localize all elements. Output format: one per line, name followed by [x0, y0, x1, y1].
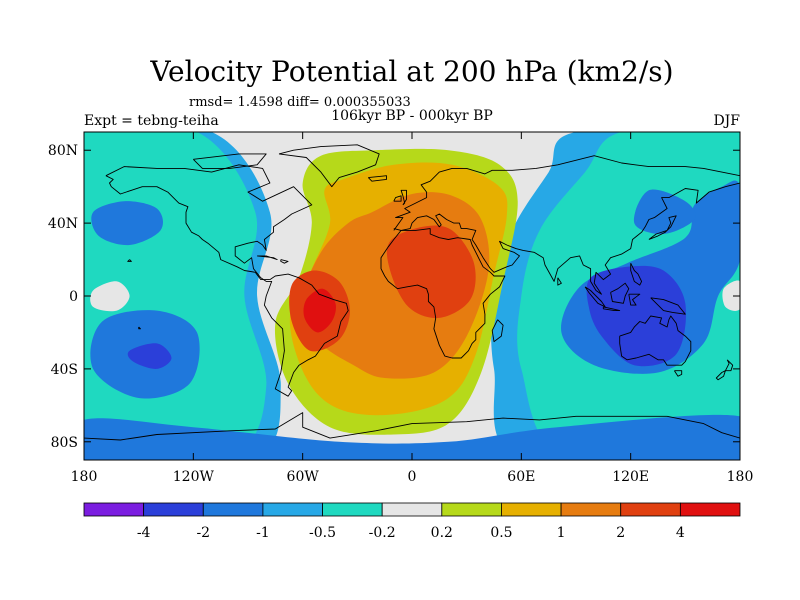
contour-region — [84, 414, 740, 460]
contour-region — [633, 189, 696, 235]
chart-title: Velocity Potential at 200 hPa (km2/s) — [149, 55, 673, 88]
colorbar-label: -0.5 — [309, 525, 336, 541]
coastline — [138, 326, 141, 330]
colorbar-swatch — [202, 502, 264, 517]
coastline — [393, 195, 402, 202]
x-axis: 180 120W 60W 0 60E 120E 180 — [71, 132, 754, 485]
x-tick-label: 180 — [71, 469, 98, 485]
coastline — [557, 277, 562, 286]
coastline — [278, 144, 380, 188]
colorbar-swatch — [83, 502, 145, 517]
coastline — [280, 259, 289, 264]
y-tick-label: 80S — [51, 435, 78, 451]
x-tick-label: 0 — [408, 469, 417, 485]
colorbar-swatch — [381, 502, 443, 517]
colorbar-swatch — [501, 502, 562, 517]
coastline — [650, 297, 686, 315]
coastline — [192, 153, 267, 169]
colorbar-label: -2 — [196, 525, 210, 541]
contour-region — [127, 343, 172, 369]
coastline — [610, 282, 630, 304]
coastline — [393, 155, 740, 231]
y-axis: 80N 40N 0 40S 80S — [48, 143, 740, 451]
coastline — [602, 306, 621, 312]
coastline — [257, 255, 278, 261]
colorbar-swatch — [322, 502, 383, 517]
colorbar-swatch — [262, 502, 323, 517]
colorbar-swatch — [441, 502, 502, 517]
x-tick-label: 120W — [173, 469, 215, 485]
coastline — [400, 189, 407, 206]
colorbar-label: 1 — [557, 525, 566, 541]
colorbar-label: 0.5 — [490, 525, 512, 541]
coastline — [628, 293, 641, 306]
contour-region — [386, 225, 476, 319]
colorbar: -4 -2 -1 -0.5 -0.2 0.2 0.5 1 2 4 — [83, 502, 741, 541]
x-tick-label: 180 — [727, 469, 754, 485]
colorbar-label: -0.2 — [369, 525, 396, 541]
coastline — [630, 263, 643, 286]
coastline — [715, 370, 726, 381]
y-tick-label: 0 — [69, 289, 78, 305]
coastline — [380, 228, 506, 359]
contour-region — [303, 288, 336, 333]
colorbar-label: 2 — [616, 525, 625, 541]
x-tick-label: 60W — [287, 469, 320, 485]
coastline — [648, 215, 677, 240]
stats-text: rmsd= 1.4598 diff= 0.000355033 — [189, 95, 411, 110]
coastline — [84, 412, 740, 441]
contour-region — [586, 265, 687, 367]
colorbar-swatch — [143, 502, 204, 517]
colorbar-label: -1 — [256, 525, 270, 541]
y-tick-label: 40S — [51, 362, 78, 378]
colorbar-swatch — [620, 502, 681, 517]
contour-region — [91, 201, 163, 246]
colorbar-label: -4 — [137, 525, 151, 541]
coastline — [491, 319, 504, 343]
period-label: 106kyr BP - 000kyr BP — [331, 108, 493, 124]
colorbar-swatch — [560, 502, 622, 517]
season-label: DJF — [713, 113, 740, 129]
colorbar-swatch — [679, 502, 741, 517]
y-tick-label: 40N — [48, 216, 78, 232]
y-tick-label: 80N — [48, 143, 78, 159]
contour-fill — [84, 132, 740, 460]
coastline — [724, 359, 734, 372]
coastline — [127, 259, 132, 262]
coastline — [105, 175, 270, 281]
x-tick-label: 60E — [507, 469, 535, 485]
coastline — [393, 182, 740, 295]
contour-region — [722, 280, 740, 311]
x-tick-label: 120E — [612, 469, 649, 485]
colorbar-label: 0.2 — [431, 525, 453, 541]
colorbar-label: 4 — [676, 525, 685, 541]
coastlines — [84, 144, 740, 441]
coastline — [674, 370, 683, 377]
coastline — [619, 315, 692, 366]
contour-region — [90, 281, 130, 312]
experiment-label: Expt = tebng-teiha — [84, 113, 219, 129]
coastline — [367, 175, 387, 182]
